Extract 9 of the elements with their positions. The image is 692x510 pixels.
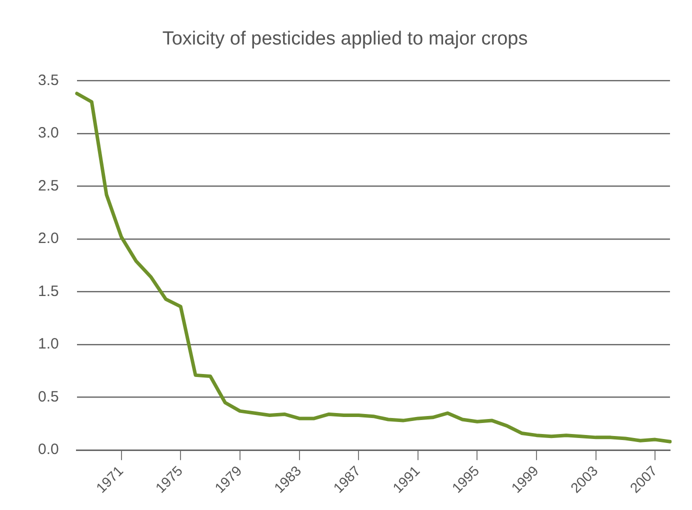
y-tick-label: 1.0 bbox=[38, 336, 59, 353]
y-tick-label: 2.0 bbox=[38, 230, 59, 248]
y-tick-label: 3.5 bbox=[38, 72, 59, 89]
y-tick-label: 2.5 bbox=[38, 177, 59, 194]
y-tick-label: 3.0 bbox=[38, 124, 59, 142]
chart-title: Toxicity of pesticides applied to major crops bbox=[162, 28, 528, 50]
y-tick-label: 1.5 bbox=[38, 282, 59, 300]
y-tick-label: 0.5 bbox=[38, 388, 59, 406]
y-tick-label: 0.0 bbox=[38, 441, 59, 458]
